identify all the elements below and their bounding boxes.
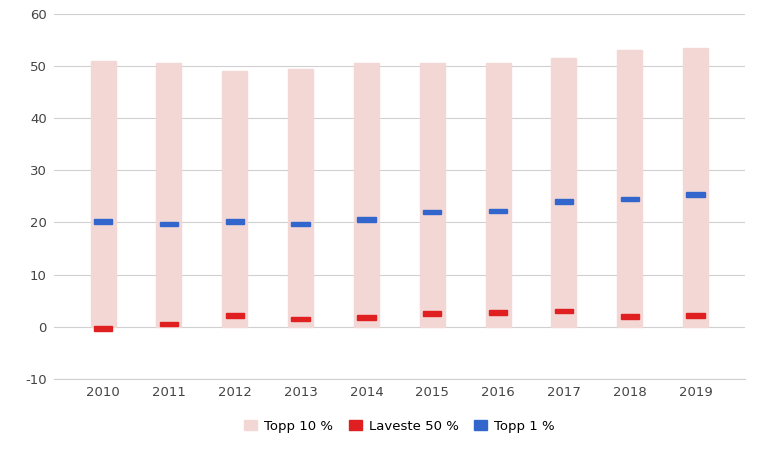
Bar xyxy=(687,313,705,317)
Bar xyxy=(357,218,376,222)
Bar xyxy=(554,199,573,204)
Bar xyxy=(621,197,639,201)
Bar xyxy=(157,63,181,327)
Bar xyxy=(420,63,445,327)
Bar xyxy=(288,69,313,327)
Bar xyxy=(94,219,112,224)
Bar xyxy=(94,326,112,331)
Bar xyxy=(423,210,442,214)
Bar xyxy=(160,322,178,327)
Bar xyxy=(489,310,508,315)
Bar xyxy=(485,63,511,327)
Bar xyxy=(617,50,642,327)
Bar xyxy=(551,58,577,327)
Bar xyxy=(160,222,178,226)
Bar xyxy=(554,309,573,313)
Bar xyxy=(489,209,508,213)
Legend: Topp 10 %, Laveste 50 %, Topp 1 %: Topp 10 %, Laveste 50 %, Topp 1 % xyxy=(239,414,560,438)
Bar xyxy=(291,222,310,226)
Bar xyxy=(357,316,376,320)
Bar xyxy=(91,61,116,327)
Bar xyxy=(687,193,705,197)
Bar xyxy=(222,71,247,327)
Bar xyxy=(423,311,442,316)
Bar xyxy=(226,313,244,317)
Bar xyxy=(683,48,708,327)
Bar xyxy=(291,316,310,321)
Bar xyxy=(354,63,379,327)
Bar xyxy=(621,314,639,319)
Bar xyxy=(226,219,244,224)
